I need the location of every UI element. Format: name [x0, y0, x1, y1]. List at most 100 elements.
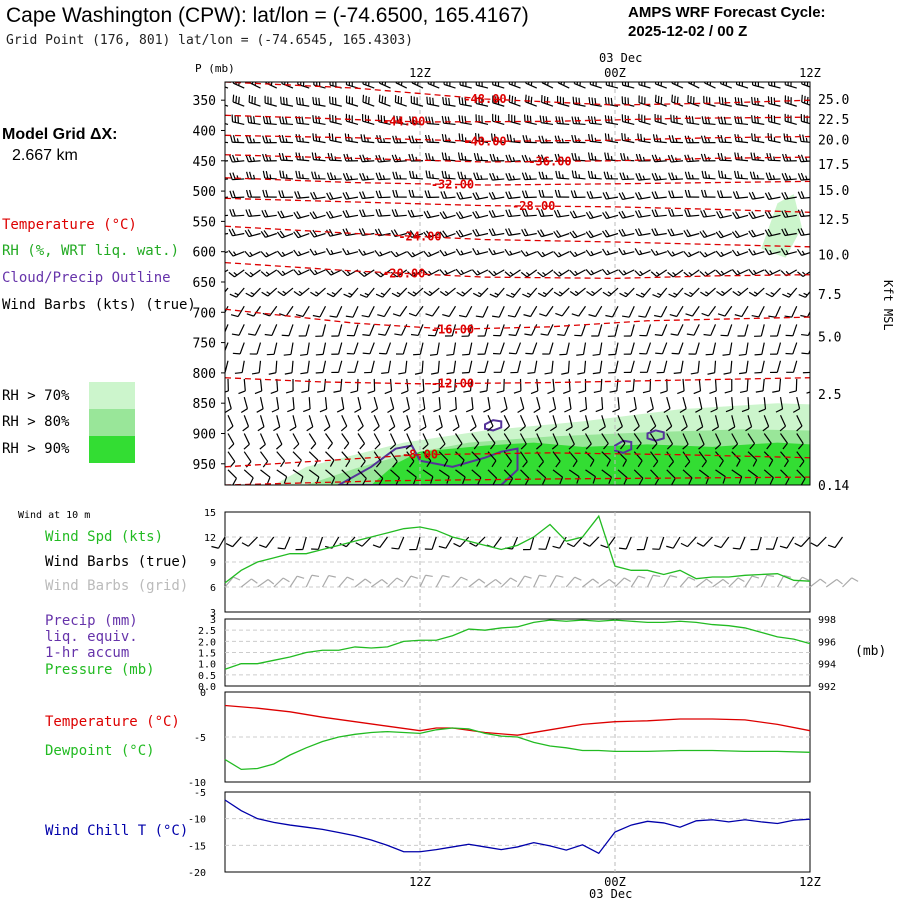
wind-barb [687, 95, 700, 107]
isotherm-line [225, 197, 810, 213]
wind-barb [373, 469, 384, 485]
wind-barb [264, 95, 277, 107]
wind-barb-10m [652, 536, 665, 550]
wind-barb [554, 189, 570, 198]
wind-barb [417, 397, 426, 413]
wind-barb-10m [666, 536, 681, 549]
wind-barb [547, 378, 555, 395]
wind-barb [289, 415, 297, 432]
wind-barb [425, 305, 440, 317]
wind-barb [623, 342, 635, 355]
wind-barb [496, 378, 505, 394]
wind-barb [413, 342, 424, 356]
wind-barb [679, 396, 687, 413]
wind-barb [813, 433, 819, 449]
wind-barb [276, 451, 286, 468]
wind-barb [493, 360, 505, 373]
wind-barb [295, 170, 310, 180]
wind-barb [542, 342, 554, 355]
height-tick-label: 22.5 [818, 113, 849, 128]
wind-barb [802, 370, 810, 374]
wind-barb [303, 397, 311, 413]
wind-barb [361, 305, 375, 318]
wind-barb [677, 378, 685, 395]
wind-barb-10m [614, 577, 631, 588]
wind-barb [317, 378, 327, 393]
wind-barb [618, 210, 635, 219]
wind-barb [717, 170, 732, 180]
wind-barb [621, 133, 635, 144]
wind-barb [488, 269, 505, 277]
wind-barb [639, 342, 652, 355]
wind-barb [667, 154, 684, 163]
wind-barb [455, 229, 472, 238]
wind-barb [229, 172, 245, 181]
wind-barb [538, 135, 554, 144]
wind-barb [587, 170, 602, 180]
wind-barb [699, 251, 716, 258]
wind-barb [633, 451, 643, 468]
pressure-tick-label: 600 [193, 246, 216, 261]
wind-barb [703, 95, 716, 107]
wind-barb [441, 115, 456, 126]
wind-barb-10m [372, 536, 388, 549]
wind-barb-10m [663, 575, 678, 588]
wind-barb [231, 114, 245, 126]
wind-barb [717, 305, 733, 317]
wind-barb [781, 191, 797, 200]
wind-barb [259, 433, 266, 450]
wind-barb [556, 95, 570, 107]
wind-barb [312, 96, 326, 107]
wind-barb [530, 378, 539, 395]
top-date-label: 03 Dec [599, 51, 642, 65]
wind-barb [605, 305, 619, 318]
wind-barb [561, 360, 570, 375]
wind-barb [503, 415, 511, 432]
wind-barb [262, 135, 277, 144]
wind-barb [228, 249, 245, 257]
wind-barb [243, 469, 254, 485]
wind-barb [508, 324, 522, 337]
wind-barb [521, 190, 537, 199]
wind-barb [342, 191, 359, 200]
wind-barb [429, 342, 440, 356]
wind-barb [435, 415, 443, 432]
wind-barb-10m [760, 574, 775, 588]
wind-barb [472, 228, 489, 237]
wind-barb [439, 287, 456, 297]
wind-barb [506, 287, 521, 298]
wind-barb [279, 305, 294, 317]
wind-barb [603, 171, 619, 180]
wind-barb [456, 287, 473, 297]
wind-barb [401, 378, 409, 395]
wind-barb [245, 154, 261, 163]
temp-tick-label: -10 [188, 778, 206, 789]
wind-barb [492, 95, 505, 107]
height-tick-label: 10.0 [818, 249, 849, 264]
wind-barb [347, 360, 359, 373]
wind-barb [329, 305, 343, 318]
wind-barb [359, 154, 375, 163]
wind-barb-10m [424, 536, 437, 550]
wind-barb [710, 397, 718, 413]
isotherm-label: -28.00 [512, 199, 555, 213]
wind-barb [688, 342, 700, 355]
wind-barb-10m [809, 578, 827, 588]
wind-barb [519, 433, 527, 450]
wind-barb [693, 378, 702, 395]
wind-barb [732, 287, 749, 297]
wind-barb [747, 451, 758, 467]
wind-barb [623, 360, 635, 374]
isotherm-line [225, 114, 810, 123]
wind-barb [280, 96, 294, 107]
wind-barb [430, 360, 440, 375]
wind-barb [427, 324, 440, 337]
temp-tick-label: 0 [200, 688, 206, 699]
legend-rh: RH (%, WRT liq. wat.) [2, 243, 180, 259]
wind-barb [554, 135, 570, 144]
wind-barb [797, 228, 810, 237]
wind-barb [660, 378, 668, 394]
pressure-unit-label: (mb) [855, 644, 886, 659]
wind-barb [571, 134, 586, 144]
wind-barb [734, 133, 749, 144]
